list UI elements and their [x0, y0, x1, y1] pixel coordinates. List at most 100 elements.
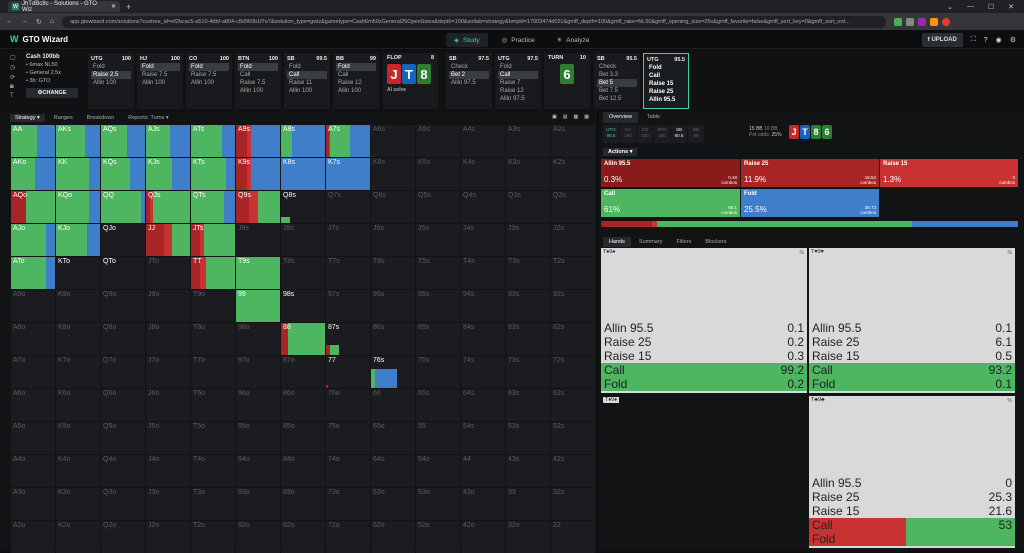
hand-cell[interactable]: 92s [551, 290, 595, 322]
hand-cell[interactable]: T8s [281, 257, 325, 289]
hand-cell[interactable]: 87o [281, 356, 325, 388]
settings-icon[interactable]: ⚙ [1009, 37, 1016, 44]
tab-filters[interactable]: Filters [676, 239, 692, 245]
hand-cell[interactable]: T4s [461, 257, 505, 289]
hand-cell[interactable]: 32o [506, 521, 550, 553]
hand-cell[interactable]: T7o [191, 356, 235, 388]
hand-cell[interactable]: JTs [191, 224, 235, 256]
hand-cell[interactable]: J2s [551, 224, 595, 256]
hand-cell[interactable]: 98s [281, 290, 325, 322]
action-column-co[interactable]: CO 100 Fold Raise 7.5 Allin 100 [186, 53, 232, 109]
action-box[interactable]: Raise 15 1.3% 2 combos [880, 159, 1018, 187]
hand-cell[interactable]: AKo [11, 158, 55, 190]
hand-cell[interactable]: KTo [56, 257, 100, 289]
hand-cell[interactable]: 76o [326, 389, 370, 421]
hand-cell[interactable]: T9o [191, 290, 235, 322]
hand-cell[interactable]: J9o [146, 290, 190, 322]
action-column-sb[interactable]: SB 99.5 Fold Call Raise 11 Allin 100 [284, 53, 330, 109]
hand-cell[interactable]: 64s [461, 389, 505, 421]
mini-position[interactable]: BTN 100 [654, 125, 670, 143]
ai-solve-link[interactable]: AI solve [387, 87, 407, 93]
hand-cell[interactable]: 93s [506, 290, 550, 322]
hand-cell[interactable]: KJs [146, 158, 190, 190]
hand-cell[interactable]: KQs [101, 158, 145, 190]
action-option[interactable]: Fold [649, 65, 662, 71]
action-option[interactable]: Allin 100 [338, 88, 362, 94]
hand-cell[interactable]: QTs [191, 191, 235, 223]
hand-cell[interactable]: A5o [11, 422, 55, 454]
hand-cell[interactable]: 77 [326, 356, 370, 388]
hand-cell[interactable]: 65o [371, 422, 415, 454]
mini-position[interactable]: HJ 100 [620, 125, 636, 143]
hand-cell[interactable]: J3s [506, 224, 550, 256]
hand-cell[interactable]: A8s [281, 125, 325, 157]
hand-cell[interactable]: J2o [146, 521, 190, 553]
action-box[interactable]: Allin 95.5 0.3% 0.48 combos [601, 159, 740, 187]
action-option[interactable]: Check [451, 64, 469, 70]
grid-view-icon[interactable]: ▣ [552, 114, 557, 120]
hand-cell[interactable]: 94s [461, 290, 505, 322]
hand-cell[interactable]: 53o [416, 488, 460, 520]
action-option[interactable]: Fold [189, 63, 229, 71]
hand-cell[interactable]: 63s [506, 389, 550, 421]
hand-cell[interactable]: 62s [551, 389, 595, 421]
hand-cell[interactable]: A7o [11, 356, 55, 388]
hand-cell[interactable]: J7s [326, 224, 370, 256]
minimize-icon[interactable]: — [966, 2, 974, 10]
action-column-sb[interactable]: SB 97.5 Check Bet 2 Allin 97.5 [446, 53, 492, 109]
hand-cell[interactable]: T2o [191, 521, 235, 553]
extension-icon[interactable] [930, 17, 939, 26]
hand-cell[interactable]: K4o [56, 455, 100, 487]
hand-cell[interactable]: T9s [236, 257, 280, 289]
action-option[interactable]: Call [287, 71, 327, 79]
action-option[interactable]: Bet 2 [449, 71, 489, 79]
action-option[interactable]: Allin 97.5 [451, 80, 476, 86]
hand-cell[interactable]: 76s [371, 356, 415, 388]
action-option[interactable]: Fold [336, 63, 376, 71]
action-option[interactable]: Bet 7.5 [599, 88, 619, 94]
action-column-utg[interactable]: UTG 97.5 Fold Call Raise 7 Raise 12 Allin 97.5 [495, 53, 541, 109]
action-option[interactable]: Allin 100 [142, 80, 166, 86]
hand-cell[interactable]: K2o [56, 521, 100, 553]
hand-cell[interactable]: K2s [551, 158, 595, 190]
hand-cell[interactable]: 72o [326, 521, 370, 553]
hand-cell[interactable]: Q5s [416, 191, 460, 223]
hand-cell[interactable]: K6s [371, 158, 415, 190]
hand-cell[interactable]: Q8s [281, 191, 325, 223]
hand-cell[interactable]: JTo [146, 257, 190, 289]
hand-cell[interactable]: 42s [551, 455, 595, 487]
action-option[interactable]: Raise 15 [649, 81, 674, 87]
hand-cell[interactable]: ATs [191, 125, 235, 157]
hand-cell[interactable]: KTs [191, 158, 235, 190]
action-option[interactable]: Raise 2.5 [91, 71, 131, 79]
hand-cell[interactable]: T6o [191, 389, 235, 421]
hand-cell[interactable]: 93o [236, 488, 280, 520]
action-column-utg[interactable]: UTG 100 Fold Raise 2.5 Allin 100 [88, 53, 134, 109]
new-tab-icon[interactable]: + [126, 1, 132, 12]
action-option[interactable]: Allin 100 [240, 88, 264, 94]
hand-cell[interactable]: Q9s [236, 191, 280, 223]
hand-cell[interactable]: QTo [101, 257, 145, 289]
hand-cell[interactable]: T6s [371, 257, 415, 289]
hand-cell[interactable]: T3s [506, 257, 550, 289]
action-option[interactable]: Fold [93, 64, 105, 70]
help-icon[interactable]: ? [983, 36, 988, 44]
action-option[interactable]: Fold [140, 63, 180, 71]
hand-cell[interactable]: 97o [236, 356, 280, 388]
hand-cell[interactable]: A9s [236, 125, 280, 157]
text-icon[interactable]: T [10, 93, 14, 99]
hand-cell[interactable]: QQ [101, 191, 145, 223]
hand-cell[interactable]: T7s [326, 257, 370, 289]
hand-cell[interactable]: A3o [11, 488, 55, 520]
hand-cell[interactable]: 54o [416, 455, 460, 487]
action-option[interactable]: Check [599, 64, 617, 70]
hand-cell[interactable]: T8o [191, 323, 235, 355]
hand-cell[interactable]: TT [191, 257, 235, 289]
hand-cell[interactable]: 73s [506, 356, 550, 388]
nav-practice[interactable]: ◎ Practice [501, 36, 535, 45]
hand-cell[interactable]: Q3s [506, 191, 550, 223]
action-option[interactable]: Bet 12.5 [599, 96, 622, 102]
hand-cell[interactable]: J6s [371, 224, 415, 256]
profile-avatar[interactable] [942, 17, 951, 26]
hand-cell[interactable]: 66 [371, 389, 415, 421]
